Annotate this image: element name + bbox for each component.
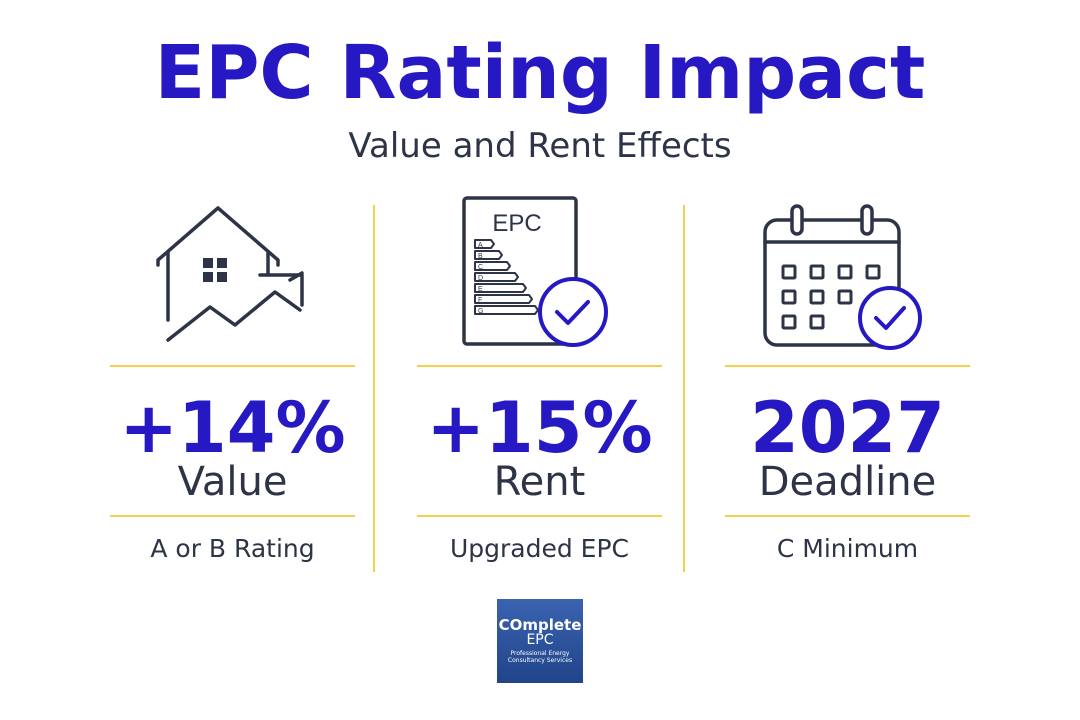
band-letter: E (478, 286, 483, 293)
calendar-check-icon (725, 190, 970, 360)
divider-line (725, 515, 970, 517)
house-growth-icon (110, 190, 355, 360)
divider-line (725, 365, 970, 367)
page-subtitle: Value and Rent Effects (348, 126, 732, 166)
band-letter: C (478, 264, 483, 271)
epc-certificate-icon: EPC A B C D E F G (417, 190, 662, 360)
band-letter: B (478, 253, 483, 260)
stat-value: +15% (426, 387, 653, 469)
logo-tagline: Professional Energy Consultancy Services (507, 650, 573, 664)
band-letter: D (478, 275, 483, 282)
company-logo: COmplete EPC Professional Energy Consult… (497, 599, 583, 683)
stat-caption: A or B Rating (150, 534, 315, 563)
column-divider (683, 205, 685, 572)
stat-label: Value (177, 459, 288, 505)
band-letter: F (478, 297, 482, 304)
certificate-heading: EPC (492, 210, 541, 237)
divider-line (417, 515, 662, 517)
page-title: EPC Rating Impact (154, 30, 926, 116)
band-letter: G (478, 308, 483, 315)
divider-line (110, 515, 355, 517)
band-letter: A (478, 242, 483, 249)
stat-caption: C Minimum (776, 534, 919, 563)
stat-label: Rent (493, 459, 586, 505)
column-divider (373, 205, 375, 572)
logo-line-1: COmplete (498, 616, 582, 634)
stat-label: Deadline (758, 459, 937, 505)
stat-value: +14% (119, 387, 346, 469)
stat-caption: Upgraded EPC (449, 534, 630, 563)
stat-value: 2027 (750, 387, 945, 469)
logo-line-2: EPC (526, 632, 554, 648)
divider-line (110, 365, 355, 367)
divider-line (417, 365, 662, 367)
